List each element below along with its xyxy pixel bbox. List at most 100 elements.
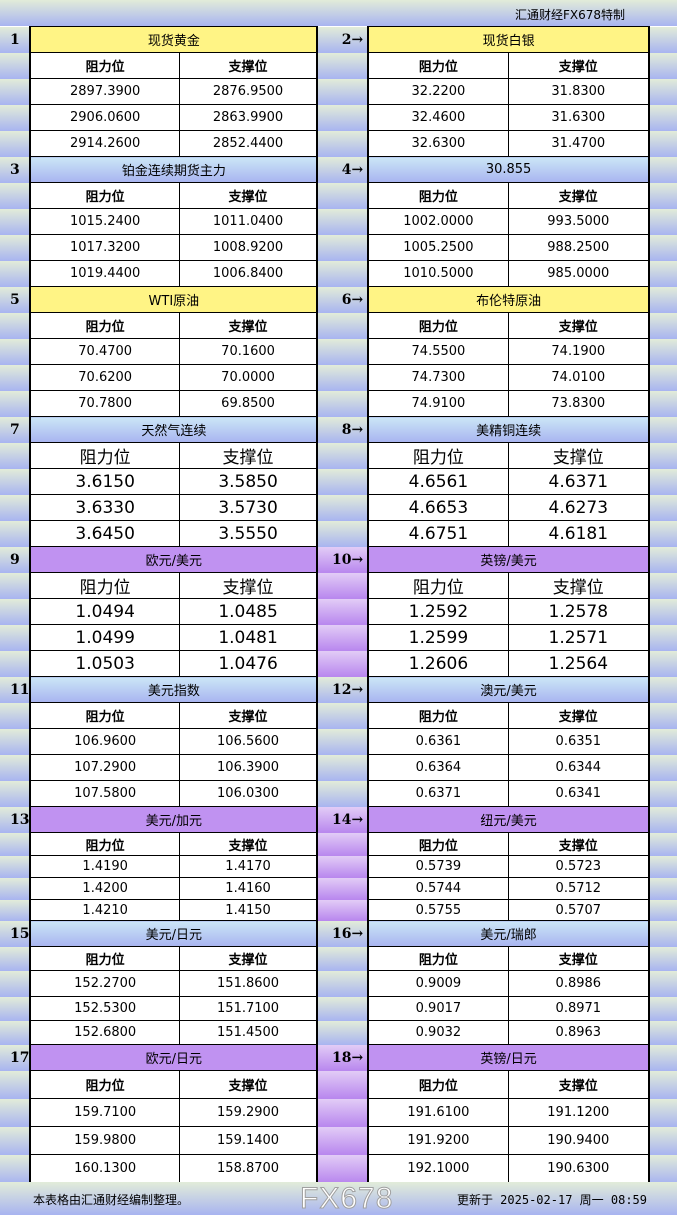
section-number: 18→ — [317, 1044, 369, 1071]
section-number: 10→ — [317, 546, 369, 573]
section-title-row: 1 现货黄金 2→ 现货白银 — [0, 26, 677, 53]
side-stripe — [648, 260, 677, 287]
side-stripe — [0, 390, 31, 417]
side-stripe — [648, 78, 677, 105]
side-stripe — [648, 338, 677, 365]
support-value: 70.0000 — [178, 364, 319, 391]
resistance-header: 阻力位 — [29, 946, 180, 971]
side-stripe — [648, 104, 677, 131]
side-stripe — [648, 390, 677, 417]
resistance-value: 32.6300 — [367, 130, 509, 157]
resistance-value: 192.1000 — [367, 1154, 509, 1183]
support-value: 0.5712 — [507, 877, 650, 900]
support-header: 支撑位 — [178, 182, 319, 209]
section-number: 15 — [0, 920, 31, 947]
table-row: 70.4700 70.1600 74.5500 74.1900 — [0, 338, 677, 365]
support-header: 支撑位 — [507, 182, 650, 209]
middle-stripe — [317, 1070, 369, 1099]
resistance-value: 1.4190 — [29, 855, 180, 878]
resistance-value: 160.1300 — [29, 1154, 180, 1183]
side-stripe — [648, 970, 677, 997]
section-number: 3 — [0, 156, 31, 183]
support-value: 4.6181 — [507, 520, 650, 547]
middle-stripe — [317, 520, 369, 547]
section-number: 4→ — [317, 156, 369, 183]
middle-stripe — [317, 1020, 369, 1045]
section-number: 2→ — [317, 26, 369, 53]
support-header: 支撑位 — [178, 442, 319, 469]
middle-stripe — [317, 182, 369, 209]
resistance-header: 阻力位 — [29, 52, 180, 79]
resistance-value: 1002.0000 — [367, 208, 509, 235]
support-value: 1.4150 — [178, 899, 319, 921]
resistance-header: 阻力位 — [367, 182, 509, 209]
side-stripe — [648, 1098, 677, 1127]
side-stripe — [0, 494, 31, 521]
table-row: 2897.3900 2876.9500 32.2200 31.8300 — [0, 78, 677, 105]
support-value: 1.2564 — [507, 650, 650, 677]
support-value: 73.8300 — [507, 390, 650, 417]
section-title-row: 15 美元/日元 16→ 美元/瑞郎 — [0, 920, 677, 947]
support-value: 191.1200 — [507, 1098, 650, 1127]
resistance-value: 4.6751 — [367, 520, 509, 547]
resistance-header: 阻力位 — [367, 702, 509, 729]
side-stripe — [648, 877, 677, 900]
table-row: 107.5800 106.0300 0.6371 0.6341 — [0, 780, 677, 807]
side-stripe — [648, 806, 677, 833]
support-value: 1008.9200 — [178, 234, 319, 261]
side-stripe — [648, 728, 677, 755]
side-stripe — [0, 78, 31, 105]
section-number: 6→ — [317, 286, 369, 313]
side-stripe — [648, 286, 677, 313]
section-title-row: 17 欧元/日元 18→ 英镑/日元 — [0, 1044, 677, 1071]
support-value: 3.5550 — [178, 520, 319, 547]
side-stripe — [648, 754, 677, 781]
section-title: 英镑/日元 — [367, 1044, 650, 1071]
support-value: 1.2578 — [507, 598, 650, 625]
section-title-row: 13 美元/加元 14→ 纽元/美元 — [0, 806, 677, 833]
resistance-value: 3.6330 — [29, 494, 180, 521]
middle-stripe — [317, 364, 369, 391]
resistance-value: 1.4200 — [29, 877, 180, 900]
side-stripe — [0, 1020, 31, 1045]
table-row: 107.2900 106.3900 0.6364 0.6344 — [0, 754, 677, 781]
section-number: 13 — [0, 806, 31, 833]
fx678-watermark: FX678 — [299, 1182, 394, 1215]
support-value: 0.5723 — [507, 855, 650, 878]
side-stripe — [0, 624, 31, 651]
support-value: 4.6371 — [507, 468, 650, 495]
side-stripe — [648, 1154, 677, 1183]
resistance-value: 1.2599 — [367, 624, 509, 651]
side-stripe — [648, 920, 677, 947]
section-title-row: 3 铂金连续期货主力 4→ 30.855 — [0, 156, 677, 183]
table-row: 159.7100 159.2900 191.6100 191.1200 — [0, 1098, 677, 1127]
resistance-header: 阻力位 — [367, 52, 509, 79]
section-title: 天然气连续 — [29, 416, 319, 443]
table-row: 152.5300 151.7100 0.9017 0.8971 — [0, 996, 677, 1021]
resistance-value: 4.6653 — [367, 494, 509, 521]
support-value: 1.2571 — [507, 624, 650, 651]
section-title: 现货白银 — [367, 26, 650, 53]
middle-stripe — [317, 390, 369, 417]
resistance-value: 1.2606 — [367, 650, 509, 677]
resistance-header: 阻力位 — [367, 572, 509, 599]
section-title: 美元指数 — [29, 676, 319, 703]
support-value: 190.9400 — [507, 1126, 650, 1155]
resistance-value: 0.5744 — [367, 877, 509, 900]
middle-stripe — [317, 598, 369, 625]
middle-stripe — [317, 780, 369, 807]
side-stripe — [0, 234, 31, 261]
table-row: 1.4200 1.4160 0.5744 0.5712 — [0, 877, 677, 900]
section-title: 现货黄金 — [29, 26, 319, 53]
support-value: 159.1400 — [178, 1126, 319, 1155]
resistance-value: 2914.2600 — [29, 130, 180, 157]
support-value: 1.4170 — [178, 855, 319, 878]
resistance-value: 3.6150 — [29, 468, 180, 495]
resistance-value: 1015.2400 — [29, 208, 180, 235]
resistance-header: 阻力位 — [29, 702, 180, 729]
support-value: 0.6351 — [507, 728, 650, 755]
support-header: 支撑位 — [507, 312, 650, 339]
resistance-value: 152.6800 — [29, 1020, 180, 1045]
side-stripe — [648, 899, 677, 921]
section-number: 1 — [0, 26, 31, 53]
